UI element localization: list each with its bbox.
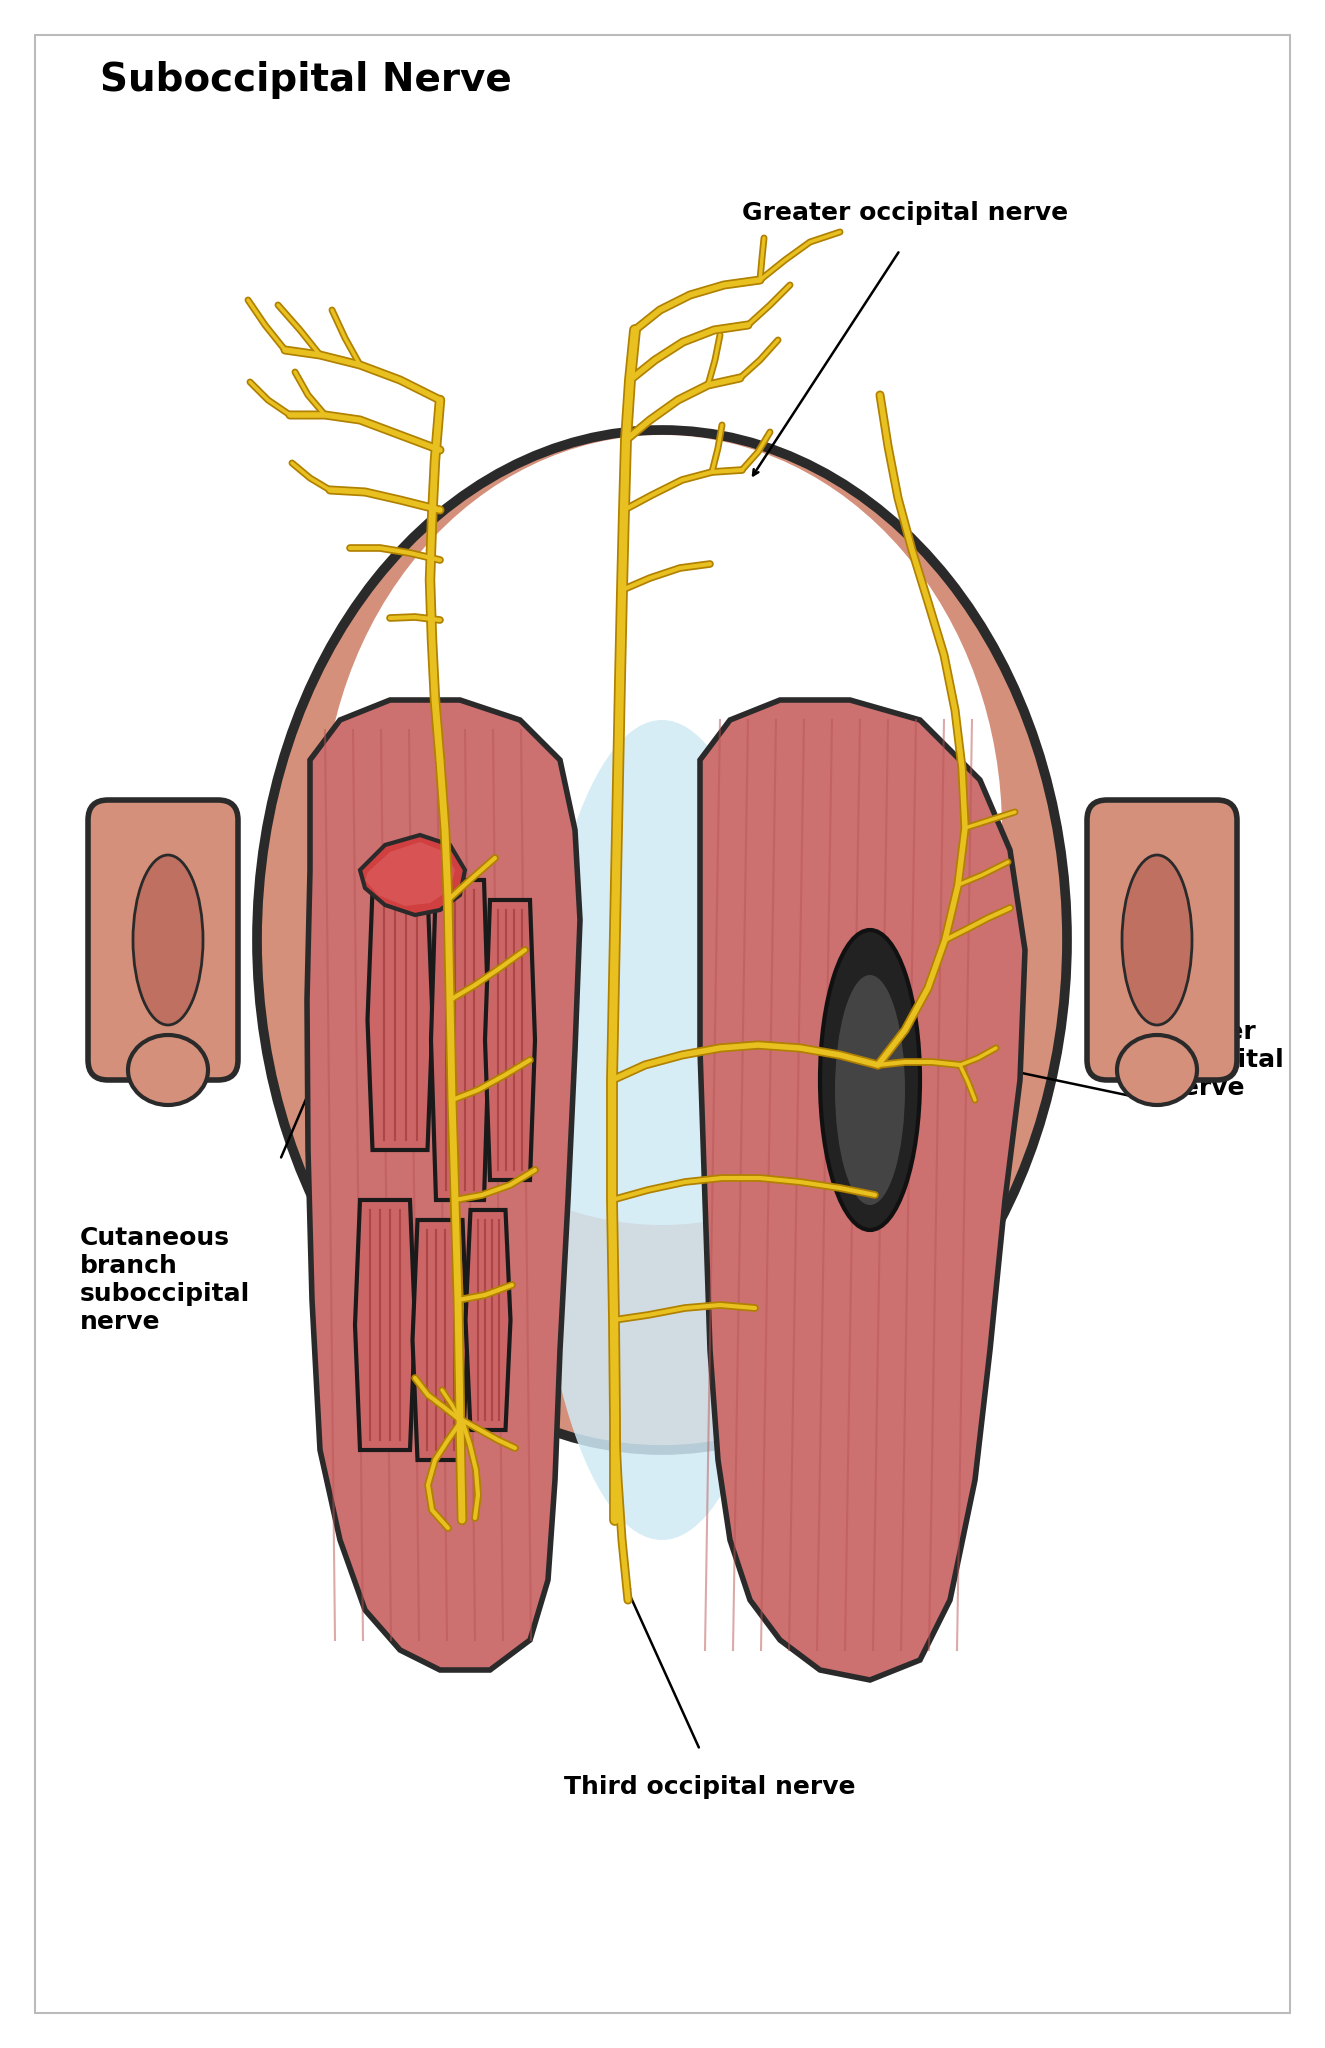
Text: Lesser
occipital
nerve: Lesser occipital nerve	[1165, 1020, 1285, 1100]
FancyBboxPatch shape	[1086, 801, 1238, 1079]
Ellipse shape	[1122, 854, 1192, 1024]
Polygon shape	[355, 1200, 415, 1450]
Text: Suboccipital Nerve: Suboccipital Nerve	[99, 61, 511, 98]
Polygon shape	[485, 899, 535, 1180]
Polygon shape	[364, 842, 454, 905]
Ellipse shape	[322, 434, 1002, 1225]
Ellipse shape	[533, 721, 792, 1540]
Text: Third occipital nerve: Third occipital nerve	[564, 1776, 856, 1798]
Polygon shape	[465, 1210, 510, 1430]
Polygon shape	[412, 1221, 468, 1460]
Text: Greater occipital nerve: Greater occipital nerve	[742, 201, 1068, 225]
Ellipse shape	[1117, 1034, 1196, 1106]
Polygon shape	[700, 700, 1026, 1679]
Polygon shape	[431, 881, 489, 1200]
Ellipse shape	[835, 975, 905, 1204]
Ellipse shape	[820, 930, 920, 1231]
Text: Cutaneous
branch
suboccipital
nerve: Cutaneous branch suboccipital nerve	[80, 1227, 250, 1333]
Polygon shape	[307, 700, 580, 1669]
Ellipse shape	[132, 854, 203, 1024]
Ellipse shape	[129, 1034, 208, 1106]
FancyBboxPatch shape	[87, 801, 238, 1079]
Polygon shape	[360, 836, 465, 915]
Polygon shape	[367, 891, 432, 1151]
Ellipse shape	[257, 430, 1067, 1450]
